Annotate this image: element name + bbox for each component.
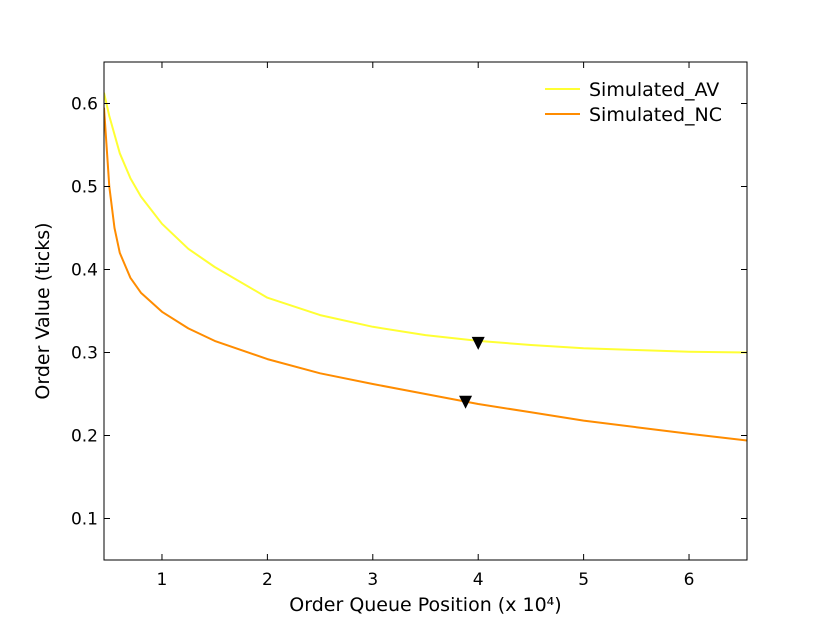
y-axis-label: Order Value (ticks) [32,222,54,399]
plot-frame [103,61,748,561]
y-tick-label: 0.2 [71,427,98,447]
x-tick-label: 6 [684,570,695,590]
legend: Simulated_AV Simulated_NC [545,79,722,126]
series-line-simulated-av [104,92,747,354]
plot-border [103,61,748,561]
x-tick-label: 3 [367,570,378,590]
x-axis-label: Order Queue Position (x 10⁴) [289,594,561,616]
legend-label-2: Simulated_NC [589,104,722,126]
series-line-simulated-nc [104,107,747,442]
legend-label-1: Simulated_AV [589,79,719,101]
x-tick-label: 2 [262,570,273,590]
markers-group [459,336,485,409]
y-tick-label: 0.3 [71,344,98,364]
x-tick-label: 1 [157,570,168,590]
triangle-marker-2 [459,395,473,409]
ticks-group: 1 2 3 4 5 6 0.1 0.2 0.3 0.4 0.5 0.6 [71,62,747,590]
x-tick-label: 5 [578,570,589,590]
y-tick-label: 0.4 [71,261,98,281]
triangle-marker-1 [471,336,485,350]
y-tick-label: 0.5 [71,178,98,198]
y-tick-label: 0.1 [71,510,98,530]
y-tick-label: 0.6 [71,95,98,115]
series-group [104,92,747,442]
x-tick-label: 4 [473,570,484,590]
